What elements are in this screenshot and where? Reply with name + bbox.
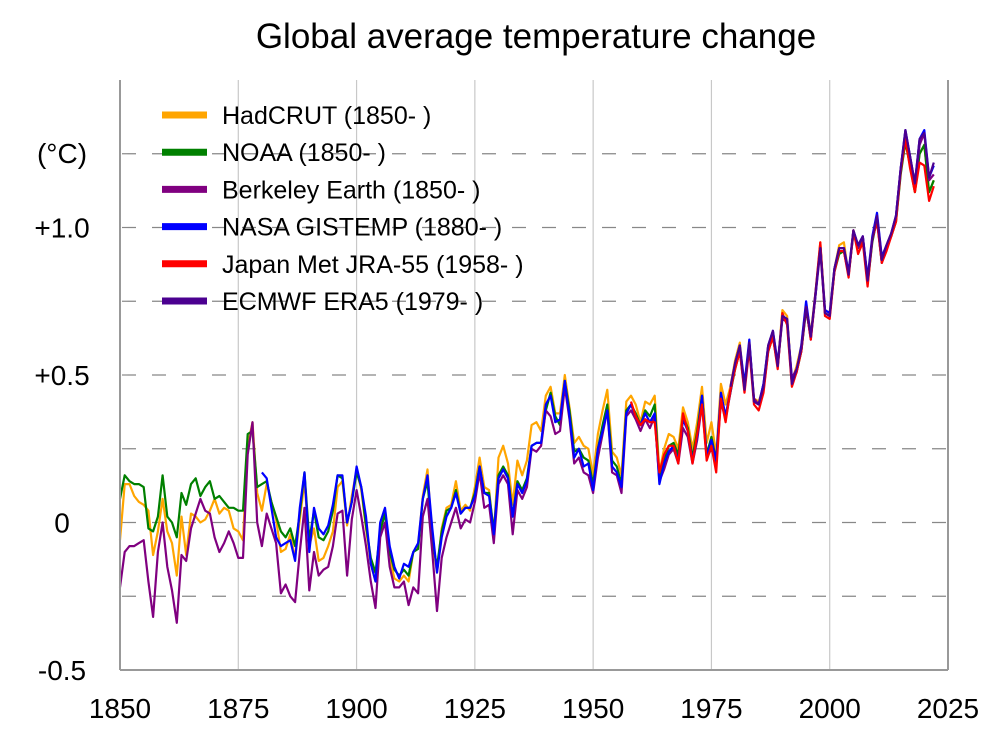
y-tick-label: +1.0 bbox=[34, 213, 89, 244]
y-tick-label: 0 bbox=[54, 508, 70, 539]
x-tick-label: 1975 bbox=[680, 693, 742, 724]
y-axis-unit: (°C) bbox=[37, 138, 87, 169]
series-line-noaa bbox=[118, 140, 935, 577]
series-line-hadcrut bbox=[118, 140, 935, 583]
legend-label: NOAA (1850- ) bbox=[222, 139, 386, 167]
series-line-japan bbox=[629, 137, 935, 474]
legend-label: ECMWF ERA5 (1979- ) bbox=[222, 288, 483, 316]
axes: 1850 1875 1900 1925 1950 1975 2000 2025 -0.5 0 +0.… bbox=[34, 80, 979, 724]
chart-title: Global average temperature change bbox=[256, 17, 816, 56]
grid bbox=[122, 80, 946, 670]
legend-label: Berkeley Earth (1850- ) bbox=[222, 176, 480, 204]
x-tick-label: 1925 bbox=[444, 693, 506, 724]
x-tick-label: 2000 bbox=[799, 693, 861, 724]
legend-label: Japan Met JRA-55 (1958- ) bbox=[222, 251, 524, 279]
x-tick-label: 1850 bbox=[89, 693, 151, 724]
series-line-berkeley bbox=[118, 132, 935, 624]
series-line-ecmwf bbox=[729, 129, 935, 406]
series-lines bbox=[118, 129, 935, 624]
legend-label: NASA GISTEMP (1880- ) bbox=[222, 214, 502, 242]
x-tick-label: 1900 bbox=[325, 693, 387, 724]
x-tick-label: 1875 bbox=[207, 693, 269, 724]
x-tick-label: 2025 bbox=[917, 693, 979, 724]
y-tick-label: -0.5 bbox=[38, 655, 86, 686]
legend-label: HadCRUT (1850- ) bbox=[222, 102, 431, 130]
x-tick-label: 1950 bbox=[562, 693, 624, 724]
y-tick-label: +0.5 bbox=[34, 360, 89, 391]
legend: HadCRUT (1850- ) NOAA (1850- ) Berkeley Ea… bbox=[162, 102, 524, 316]
